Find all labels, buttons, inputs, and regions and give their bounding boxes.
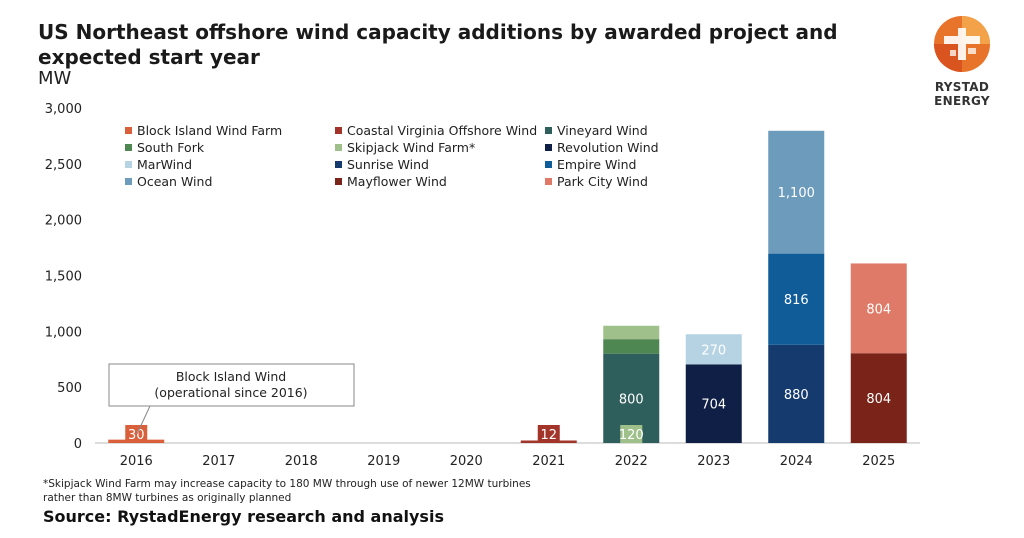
legend-swatch [545, 127, 552, 134]
stacked-bar-chart: 0 500 1,000 1,500 2,000 2,500 3,000 2016 2017 201… [45, 102, 920, 469]
bar-segment [768, 253, 825, 345]
annotation-box [108, 363, 355, 407]
legend-swatch [125, 161, 132, 168]
y-tick-label: 1,000 [45, 325, 82, 340]
legend-swatch [335, 178, 342, 185]
legend-label: Coastal Virginia Offshore Wind [347, 123, 537, 138]
legend-swatch [335, 161, 342, 168]
data-label-box [125, 425, 148, 443]
data-label: 1,100 [778, 186, 815, 201]
legend-label: South Fork [137, 140, 205, 155]
x-tick-label: 2023 [697, 454, 730, 469]
data-label: 270 [701, 343, 726, 358]
legend-label: Vineyard Wind [557, 123, 648, 138]
legend-swatch [125, 127, 132, 134]
bar-segment [603, 339, 660, 354]
y-tick-label: 500 [57, 381, 82, 396]
data-label: 800 [619, 392, 644, 407]
y-tick-label: 1,500 [45, 270, 82, 285]
bar-segment [685, 364, 742, 443]
legend-label: Block Island Wind Farm [137, 123, 282, 138]
annotation-line-2: (operational since 2016) [154, 385, 307, 400]
data-label-box [620, 425, 643, 443]
bar-segment [850, 353, 907, 443]
data-label-box [537, 425, 560, 443]
x-tick-label: 2016 [120, 454, 153, 469]
x-tick-label: 2021 [532, 454, 565, 469]
legend-swatch [545, 178, 552, 185]
bar-segment [850, 263, 907, 354]
units-label: MW [38, 68, 72, 89]
y-tick-label: 2,000 [45, 214, 82, 229]
logo-text: RYSTAD ENERGY [934, 80, 990, 108]
data-label: 704 [701, 398, 726, 413]
data-label: 880 [784, 388, 809, 403]
footnote: *Skipjack Wind Farm may increase capacit… [43, 478, 531, 504]
bar-segment [685, 334, 742, 365]
annotation-line-1: Block Island Wind [176, 369, 286, 384]
y-tick-label: 3,000 [45, 102, 82, 117]
annotation-pointer [136, 405, 151, 435]
x-tick-label: 2020 [450, 454, 483, 469]
x-tick-label: 2019 [367, 454, 400, 469]
legend-label: Mayflower Wind [347, 174, 447, 189]
legend-label: Revolution Wind [557, 140, 659, 155]
data-label: 30 [128, 428, 145, 443]
x-tick-label: 2024 [780, 454, 813, 469]
rystad-logo: RYSTAD ENERGY [918, 14, 1006, 108]
bar-segment [603, 325, 660, 340]
x-tick-label: 2025 [862, 454, 895, 469]
legend-swatch [125, 178, 132, 185]
legend-label: Sunrise Wind [347, 157, 429, 172]
data-label: 120 [619, 428, 644, 443]
legend-swatch [125, 144, 132, 151]
chart-title: US Northeast offshore wind capacity addi… [38, 20, 838, 69]
x-tick-label: 2017 [202, 454, 235, 469]
legend-swatch [335, 127, 342, 134]
data-label: 12 [540, 428, 557, 443]
y-tick-label: 0 [74, 437, 82, 452]
legend-swatch [545, 161, 552, 168]
source-line: Source: RystadEnergy research and analys… [43, 507, 444, 526]
legend-swatch [545, 144, 552, 151]
x-tick-label: 2022 [615, 454, 648, 469]
rystad-globe-icon [934, 16, 990, 72]
y-tick-label: 2,500 [45, 158, 82, 173]
legend-label: Park City Wind [557, 174, 648, 189]
legend-label: MarWind [137, 157, 192, 172]
legend-swatch [335, 144, 342, 151]
data-label: 804 [866, 392, 891, 407]
x-tick-label: 2018 [285, 454, 318, 469]
legend-label: Skipjack Wind Farm* [347, 140, 475, 155]
legend-label: Ocean Wind [137, 174, 212, 189]
bar-segment [768, 130, 825, 254]
data-label: 816 [784, 293, 809, 308]
legend-label: Empire Wind [557, 157, 636, 172]
data-label: 804 [866, 302, 891, 317]
bar-segment [768, 344, 825, 443]
